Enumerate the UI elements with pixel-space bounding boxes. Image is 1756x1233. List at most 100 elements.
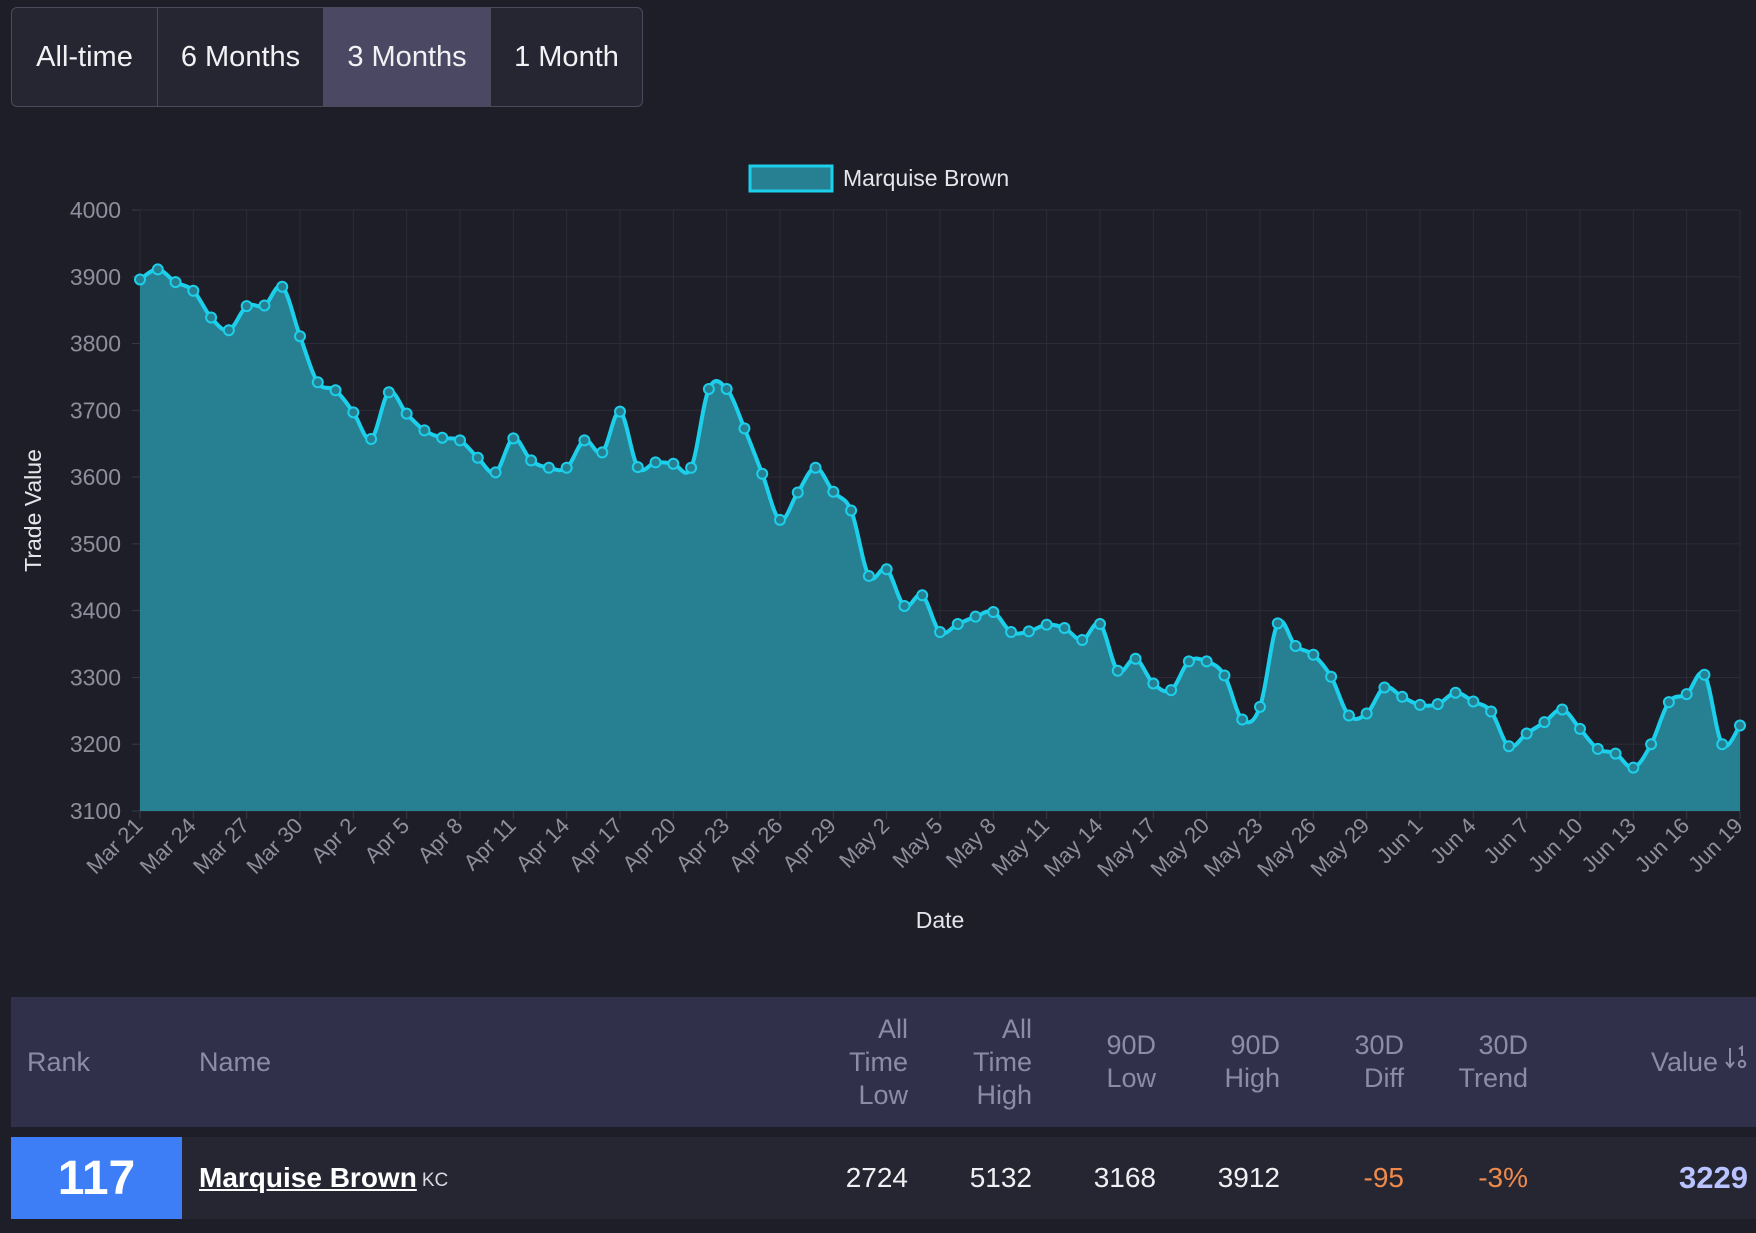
tab-3-months[interactable]: 3 Months — [324, 8, 491, 106]
data-point — [400, 407, 413, 420]
data-point — [1591, 742, 1604, 755]
data-point — [151, 263, 164, 276]
data-point — [1431, 698, 1444, 711]
data-point — [934, 626, 946, 639]
data-point — [436, 431, 449, 444]
y-axis-title: Trade Value — [20, 449, 46, 572]
x-axis-title: Date — [916, 907, 965, 933]
header-30d-trend[interactable]: 30D Trend — [1391, 997, 1528, 1127]
header-90d-low[interactable]: 90D Low — [1019, 997, 1156, 1127]
x-tick-label: Mar 27 — [188, 813, 254, 879]
data-point — [258, 299, 271, 312]
data-point — [1467, 695, 1480, 708]
x-tick-label: Jun 1 — [1372, 813, 1428, 869]
y-tick-label: 3700 — [70, 397, 121, 423]
player-name-link[interactable]: Marquise Brown — [199, 1162, 417, 1193]
y-tick-label: 3100 — [70, 798, 121, 824]
header-30d-diff[interactable]: 30D Diff — [1267, 997, 1404, 1127]
x-tick-label: Apr 29 — [777, 813, 841, 877]
data-point — [1662, 696, 1675, 709]
data-point — [1325, 670, 1338, 683]
tab-all-time[interactable]: All-time — [12, 8, 158, 106]
data-point — [294, 330, 306, 343]
data-point — [525, 454, 538, 467]
data-point — [134, 273, 146, 286]
header-all-time-low[interactable]: All Time Low — [771, 997, 908, 1127]
30d-trend-cell: -3% — [1478, 1162, 1528, 1193]
x-tick-label: Jun 19 — [1683, 813, 1747, 877]
all-time-high-cell: 5132 — [969, 1162, 1032, 1193]
tab-1-month[interactable]: 1 Month — [514, 40, 619, 73]
y-tick-label: 3200 — [70, 731, 121, 757]
x-tick-label: May 29 — [1306, 813, 1375, 882]
rank-badge: 117 — [11, 1137, 182, 1219]
value-cell: 3229 — [1679, 1160, 1748, 1195]
data-point — [702, 382, 715, 395]
data-point — [1556, 703, 1569, 716]
data-point — [1396, 690, 1409, 703]
data-point — [827, 485, 840, 498]
legend-label: Marquise Brown — [843, 165, 1009, 191]
data-point — [1058, 622, 1071, 635]
data-point — [1627, 761, 1640, 774]
team-label: KC — [421, 1170, 449, 1191]
x-tick-label: Apr 20 — [617, 813, 681, 877]
x-tick-label: Jun 4 — [1425, 813, 1481, 869]
x-tick-label: Apr 5 — [359, 813, 414, 868]
x-tick-label: May 26 — [1252, 813, 1321, 882]
data-point — [1165, 684, 1178, 697]
x-tick-label: Apr 23 — [671, 813, 735, 877]
header-all-time-high[interactable]: All Time High — [895, 997, 1032, 1127]
header-line: 30D — [1478, 1030, 1528, 1060]
data-point — [685, 461, 698, 474]
data-point — [1271, 617, 1284, 630]
data-point — [916, 589, 929, 602]
data-point — [1734, 719, 1746, 732]
data-point — [596, 446, 609, 459]
data-point — [1307, 648, 1320, 661]
data-point — [1609, 747, 1622, 760]
x-tick-label: Apr 17 — [564, 813, 628, 877]
data-point — [1111, 664, 1124, 677]
data-point — [1005, 626, 1018, 639]
data-point — [489, 466, 502, 479]
y-tick-label: 3800 — [70, 331, 121, 357]
data-point — [347, 406, 360, 419]
y-tick-label: 3400 — [70, 598, 121, 624]
data-point — [1574, 722, 1586, 735]
legend-swatch — [748, 164, 834, 193]
header-line: All — [1001, 1013, 1032, 1044]
x-tick-label: May 2 — [834, 813, 894, 873]
header-line: Time — [849, 1046, 908, 1077]
data-point — [471, 451, 484, 464]
data-point — [1520, 727, 1533, 740]
data-point — [1449, 686, 1462, 699]
header-line: 30D — [1354, 1030, 1404, 1060]
all-time-low-cell: 2724 — [845, 1162, 908, 1193]
data-point — [1414, 698, 1426, 711]
header-rank[interactable]: Rank — [27, 1046, 91, 1077]
data-point — [880, 563, 893, 576]
data-point — [1289, 640, 1302, 653]
data-point — [720, 382, 733, 395]
data-point — [649, 456, 662, 469]
data-point — [169, 276, 182, 289]
x-tick-label: Mar 24 — [135, 813, 201, 879]
header-value[interactable]: Value — [1551, 997, 1748, 1127]
data-point — [1182, 655, 1195, 668]
data-point — [1200, 655, 1213, 668]
header-name[interactable]: Name — [199, 1046, 272, 1077]
header-line: High — [976, 1079, 1032, 1110]
sort-descending-icon[interactable] — [1724, 1045, 1748, 1079]
header-line: All — [877, 1013, 908, 1044]
90d-high-cell: 3912 — [1217, 1162, 1280, 1193]
data-point — [1218, 669, 1231, 682]
data-point — [845, 504, 858, 517]
data-point — [1716, 738, 1729, 751]
data-point — [1645, 738, 1658, 751]
header-90d-high[interactable]: 90D High — [1143, 997, 1280, 1127]
data-point — [507, 432, 520, 445]
tab-6-months[interactable]: 6 Months — [158, 8, 324, 106]
data-point — [1360, 707, 1373, 720]
data-point — [969, 610, 982, 623]
